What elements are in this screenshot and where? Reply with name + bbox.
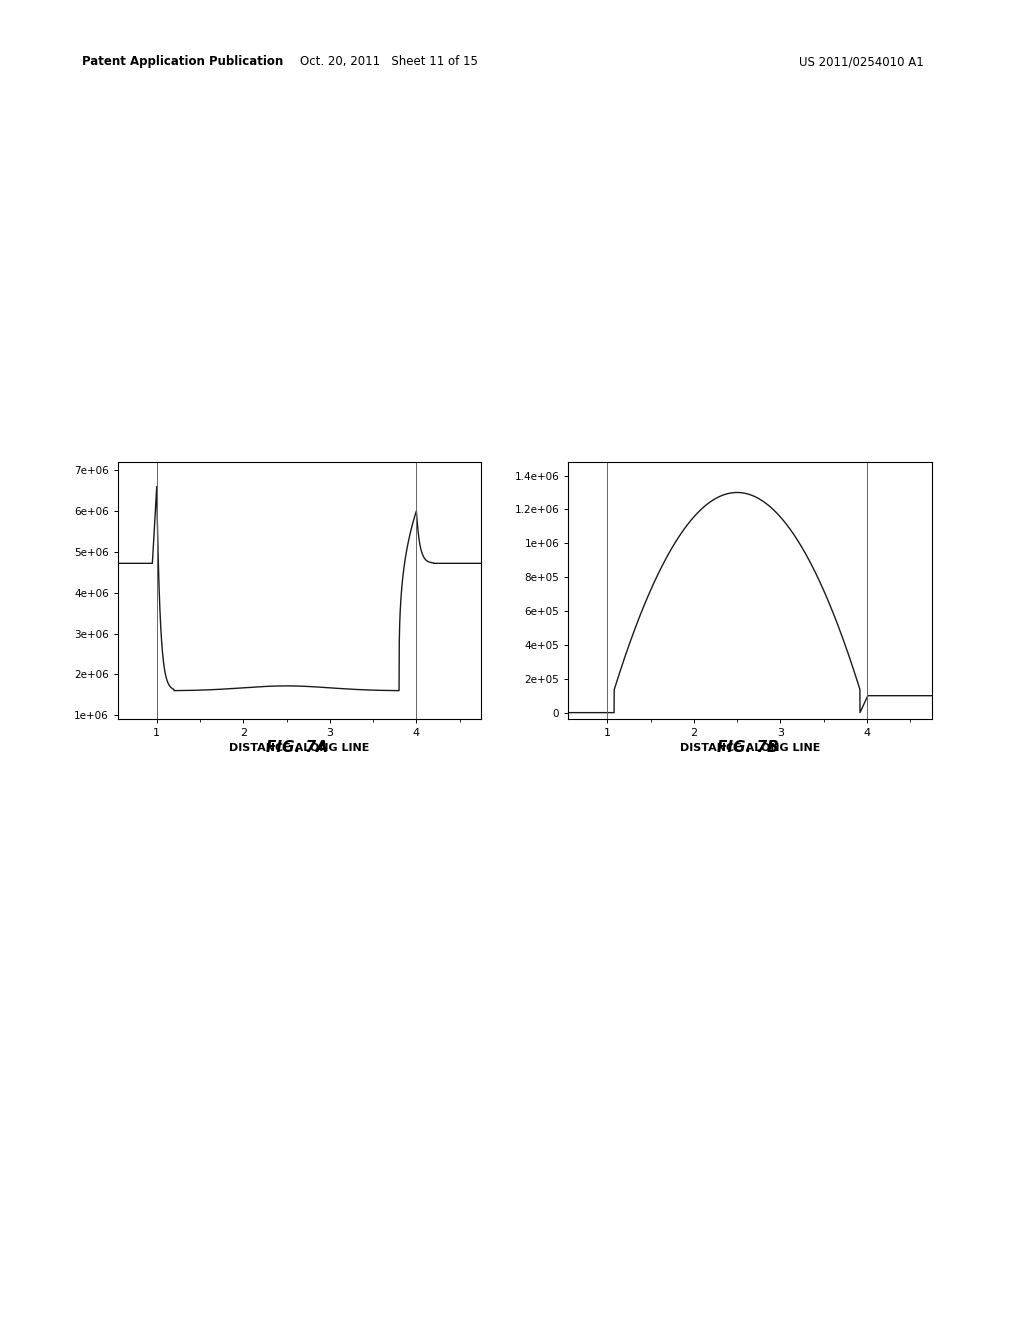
Text: Patent Application Publication: Patent Application Publication [82, 55, 284, 69]
X-axis label: DISTANCE ALONG LINE: DISTANCE ALONG LINE [680, 743, 820, 752]
Text: US 2011/0254010 A1: US 2011/0254010 A1 [799, 55, 924, 69]
Text: FIG. 7A: FIG. 7A [266, 741, 328, 755]
Text: Oct. 20, 2011   Sheet 11 of 15: Oct. 20, 2011 Sheet 11 of 15 [300, 55, 478, 69]
Text: FIG. 7B: FIG. 7B [717, 741, 778, 755]
X-axis label: DISTANCE ALONG LINE: DISTANCE ALONG LINE [229, 743, 370, 752]
